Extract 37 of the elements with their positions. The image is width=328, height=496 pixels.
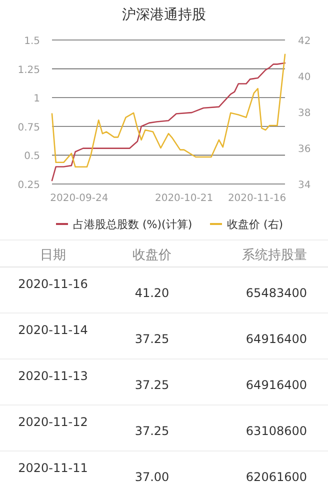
line-series	[51, 54, 286, 168]
x-tick-label: 2020-09-24	[50, 193, 108, 204]
text: 2020-11-14	[18, 323, 88, 337]
text: 62061600	[246, 470, 307, 484]
y2-tick-label: 40	[298, 72, 311, 83]
line-series	[51, 62, 286, 182]
category-label: 系统持股量	[242, 248, 307, 263]
text: 37.00	[134, 470, 170, 484]
category-label: 收盘价	[132, 248, 172, 263]
text: 2020-11-11	[18, 461, 88, 475]
y-tick-label: 1.25	[18, 64, 40, 76]
category-label: 日期	[40, 248, 66, 263]
y2-tick-label: 42	[298, 36, 311, 47]
y-tick-label: 0.5	[24, 151, 40, 162]
y-tick-label: 0.25	[18, 180, 40, 191]
text: 64916400	[246, 378, 307, 392]
text: 65483400	[246, 286, 307, 300]
x-tick-label: 2020-10-21	[154, 193, 214, 204]
y2-tick-label: 36	[298, 144, 311, 155]
y-tick-label: 1	[34, 94, 40, 105]
text: 2020-11-16	[18, 277, 88, 291]
y2-tick-label: 38	[298, 108, 311, 119]
text: 41.20	[134, 286, 170, 300]
legend-label: 占港股总股数 (%)(计算)	[73, 218, 192, 231]
y-tick-label: 0.75	[18, 122, 40, 134]
text: 37.25	[134, 378, 170, 392]
legend-label: 收盘价 (右)	[227, 218, 284, 231]
text: 2020-11-13	[18, 369, 88, 383]
text: 2020-11-12	[18, 415, 88, 429]
y2-tick-label: 34	[298, 180, 311, 191]
text: 64916400	[246, 332, 307, 346]
x-tick-label: 2020-11-16	[228, 193, 286, 204]
text: 37.25	[134, 332, 170, 346]
text: 63108600	[246, 424, 307, 438]
text: 37.25	[134, 424, 170, 438]
y-tick-label: 1.5	[24, 36, 40, 47]
chart-title: 沪深港通持股	[122, 7, 206, 23]
